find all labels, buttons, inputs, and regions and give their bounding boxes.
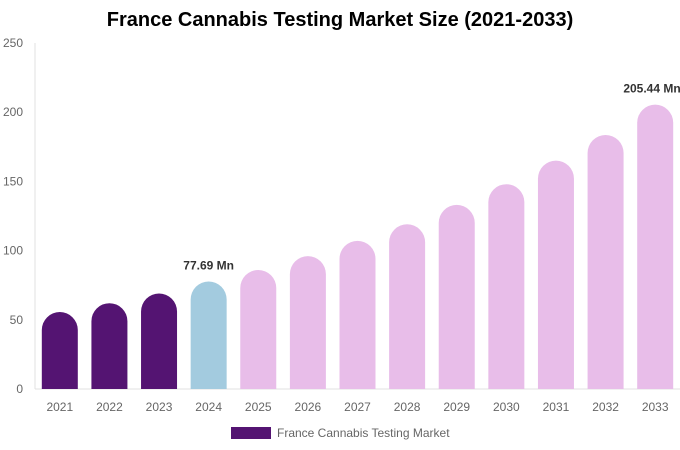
legend[interactable]: France Cannabis Testing Market — [231, 426, 450, 440]
x-tick-label: 2032 — [592, 400, 619, 414]
bar-2028 — [389, 224, 426, 389]
bar-2026 — [289, 256, 326, 389]
x-tick-label: 2031 — [543, 400, 570, 414]
legend-swatch — [231, 427, 271, 439]
y-tick-label: 0 — [16, 382, 23, 396]
y-tick-label: 250 — [3, 36, 23, 50]
bar-2033 — [637, 104, 674, 389]
data-label: 77.69 Mn — [183, 258, 234, 272]
legend-label: France Cannabis Testing Market — [277, 426, 450, 440]
x-tick-label: 2033 — [642, 400, 669, 414]
x-tick-label: 2026 — [295, 400, 322, 414]
x-tick-label: 2025 — [245, 400, 272, 414]
y-tick-label: 100 — [3, 244, 23, 258]
x-tick-label: 2022 — [96, 400, 123, 414]
x-tick-label: 2028 — [394, 400, 421, 414]
x-tick-label: 2023 — [146, 400, 173, 414]
y-tick-label: 150 — [3, 174, 23, 188]
y-tick-label: 200 — [3, 105, 23, 119]
x-tick-label: 2021 — [46, 400, 73, 414]
bar-2030 — [488, 184, 525, 389]
bar-2031 — [537, 160, 574, 389]
bar-2022 — [91, 303, 128, 389]
bar-2023 — [141, 293, 178, 389]
y-tick-label: 50 — [10, 313, 24, 327]
x-tick-label: 2027 — [344, 400, 371, 414]
bar-2024 — [190, 281, 227, 389]
bar-2021 — [41, 312, 78, 389]
data-label: 205.44 Mn — [623, 82, 680, 96]
bar-2027 — [339, 240, 376, 389]
x-tick-label: 2030 — [493, 400, 520, 414]
bar-2025 — [240, 269, 277, 389]
x-tick-label: 2024 — [195, 400, 222, 414]
bar-2029 — [438, 204, 475, 389]
chart-title: France Cannabis Testing Market Size (202… — [106, 9, 574, 31]
bar-2032 — [587, 135, 624, 389]
x-tick-label: 2029 — [443, 400, 470, 414]
